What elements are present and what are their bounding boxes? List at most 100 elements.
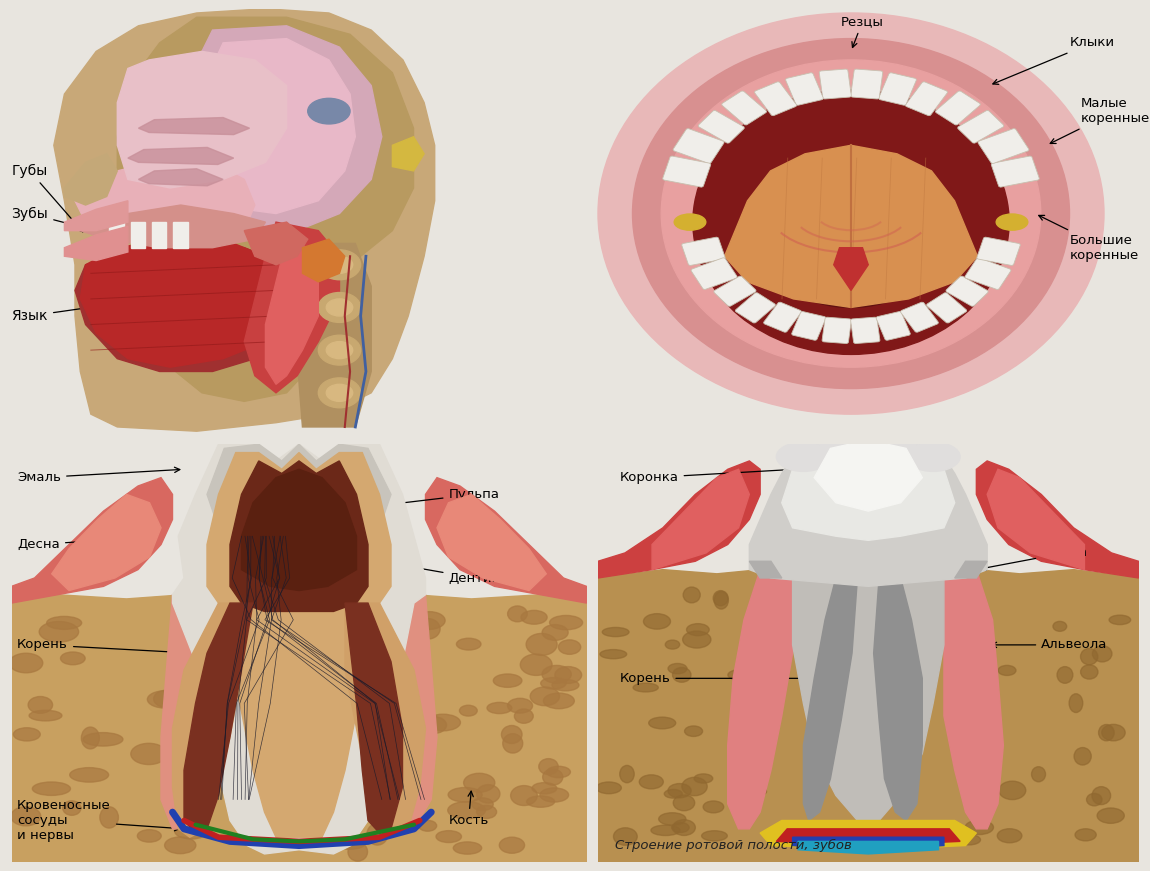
Text: Альвеола: Альвеола bbox=[991, 638, 1107, 652]
Ellipse shape bbox=[493, 674, 522, 687]
Ellipse shape bbox=[776, 442, 830, 471]
Ellipse shape bbox=[1053, 621, 1067, 631]
Polygon shape bbox=[437, 495, 546, 591]
FancyBboxPatch shape bbox=[905, 82, 948, 116]
Ellipse shape bbox=[9, 653, 43, 672]
Polygon shape bbox=[776, 829, 960, 846]
Polygon shape bbox=[266, 240, 319, 384]
FancyBboxPatch shape bbox=[662, 156, 711, 187]
Ellipse shape bbox=[735, 755, 749, 767]
Ellipse shape bbox=[476, 806, 497, 819]
Ellipse shape bbox=[713, 591, 728, 605]
Polygon shape bbox=[75, 240, 297, 371]
Polygon shape bbox=[302, 240, 345, 282]
Ellipse shape bbox=[603, 627, 629, 637]
Polygon shape bbox=[184, 603, 253, 833]
Ellipse shape bbox=[649, 717, 676, 729]
Polygon shape bbox=[944, 570, 1003, 829]
Ellipse shape bbox=[554, 666, 582, 684]
Ellipse shape bbox=[683, 587, 700, 603]
Polygon shape bbox=[161, 595, 213, 829]
Ellipse shape bbox=[29, 710, 62, 721]
Ellipse shape bbox=[532, 783, 557, 793]
Polygon shape bbox=[426, 477, 586, 603]
Ellipse shape bbox=[1057, 666, 1073, 683]
Ellipse shape bbox=[544, 693, 574, 709]
Text: Шейка: Шейка bbox=[981, 546, 1088, 571]
Ellipse shape bbox=[674, 214, 706, 230]
Ellipse shape bbox=[613, 827, 637, 845]
Polygon shape bbox=[207, 453, 391, 837]
Text: Корень: Корень bbox=[620, 672, 810, 685]
Text: Большие
коренные: Большие коренные bbox=[1038, 215, 1138, 261]
Bar bbox=[152, 222, 167, 247]
FancyBboxPatch shape bbox=[876, 312, 911, 341]
Text: Коронка: Коронка bbox=[620, 463, 864, 484]
Polygon shape bbox=[64, 201, 128, 231]
Polygon shape bbox=[792, 837, 944, 850]
Text: Десна: Десна bbox=[17, 534, 156, 551]
Text: Зубы
мудрости: Зубы мудрости bbox=[705, 110, 851, 194]
Ellipse shape bbox=[1070, 694, 1083, 712]
Ellipse shape bbox=[10, 807, 40, 826]
FancyBboxPatch shape bbox=[764, 302, 802, 332]
Ellipse shape bbox=[436, 831, 461, 842]
Ellipse shape bbox=[327, 256, 353, 273]
Text: Кровеносные
сосуды
и нервы: Кровеносные сосуды и нервы bbox=[17, 799, 179, 842]
Polygon shape bbox=[652, 469, 750, 570]
Ellipse shape bbox=[447, 801, 485, 819]
Ellipse shape bbox=[521, 611, 547, 625]
Ellipse shape bbox=[673, 795, 695, 811]
Text: Корень: Корень bbox=[17, 638, 191, 655]
Ellipse shape bbox=[472, 798, 493, 811]
Ellipse shape bbox=[1081, 648, 1098, 665]
Ellipse shape bbox=[348, 842, 368, 861]
FancyBboxPatch shape bbox=[965, 258, 1011, 289]
Ellipse shape bbox=[1097, 808, 1125, 823]
Ellipse shape bbox=[28, 697, 53, 713]
Ellipse shape bbox=[14, 728, 40, 741]
Ellipse shape bbox=[687, 624, 710, 636]
Ellipse shape bbox=[415, 618, 440, 639]
Polygon shape bbox=[874, 578, 922, 820]
Polygon shape bbox=[64, 226, 128, 260]
Ellipse shape bbox=[668, 784, 691, 798]
Ellipse shape bbox=[164, 837, 196, 854]
Ellipse shape bbox=[1075, 828, 1096, 841]
Ellipse shape bbox=[1087, 793, 1102, 806]
Ellipse shape bbox=[70, 767, 108, 782]
Bar bbox=[130, 222, 145, 247]
Ellipse shape bbox=[414, 611, 445, 630]
Ellipse shape bbox=[131, 743, 167, 765]
Polygon shape bbox=[128, 147, 233, 165]
Polygon shape bbox=[782, 440, 954, 540]
Text: Язык: Язык bbox=[12, 298, 145, 323]
Polygon shape bbox=[81, 205, 266, 247]
Ellipse shape bbox=[543, 769, 562, 786]
Ellipse shape bbox=[147, 691, 183, 708]
Ellipse shape bbox=[634, 683, 658, 692]
Ellipse shape bbox=[175, 823, 208, 839]
Ellipse shape bbox=[420, 717, 446, 733]
Ellipse shape bbox=[738, 662, 767, 673]
Ellipse shape bbox=[550, 616, 583, 630]
FancyBboxPatch shape bbox=[958, 111, 1004, 143]
Ellipse shape bbox=[453, 842, 482, 854]
Polygon shape bbox=[81, 240, 286, 368]
Ellipse shape bbox=[684, 726, 703, 737]
Polygon shape bbox=[345, 603, 426, 837]
Text: Строение ротовой полости, зубов: Строение ротовой полости, зубов bbox=[615, 839, 852, 852]
FancyBboxPatch shape bbox=[791, 312, 826, 341]
Bar bbox=[172, 222, 187, 247]
FancyBboxPatch shape bbox=[935, 91, 980, 125]
Ellipse shape bbox=[100, 807, 118, 828]
Ellipse shape bbox=[820, 429, 874, 459]
Ellipse shape bbox=[486, 702, 512, 713]
Polygon shape bbox=[760, 820, 976, 850]
Ellipse shape bbox=[862, 429, 917, 459]
Ellipse shape bbox=[426, 714, 460, 731]
Polygon shape bbox=[172, 444, 426, 854]
Ellipse shape bbox=[520, 654, 552, 675]
FancyBboxPatch shape bbox=[785, 73, 823, 105]
Ellipse shape bbox=[542, 625, 568, 640]
